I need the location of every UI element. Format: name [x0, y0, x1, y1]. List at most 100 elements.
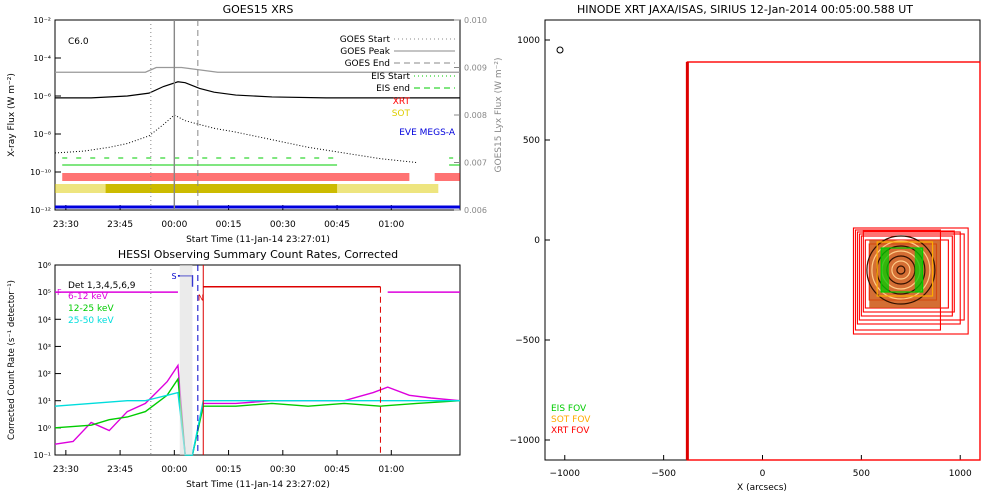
hinode-legend: EIS FOV SOT FOV XRT FOV: [551, 404, 591, 436]
goes-xtick-label: 00:00: [161, 220, 187, 230]
hinode-xtick-label: −500: [651, 469, 676, 479]
hessi-series-line-0: [54, 363, 461, 456]
hessi-xtick-label: 00:30: [270, 465, 296, 475]
hessi-xlabel: Start Time (11-Jan-14 23:27:02): [186, 480, 330, 490]
hessi-xtick-label: 01:00: [378, 465, 404, 475]
hinode-xtick-label: 1000: [949, 469, 972, 479]
hessi-panel: HESSI Observing Summary Count Rates, Cor…: [7, 248, 461, 490]
goes-y2tick-label: 0.006: [464, 206, 487, 215]
legend-sot: SOT: [392, 109, 411, 119]
hessi-ytick-label: 10⁶: [38, 261, 51, 270]
goes-y2label: GOES15 Lyx Flux (W m⁻²): [494, 58, 504, 173]
goes-ytick-label: 10⁻⁶: [33, 92, 51, 101]
legend-6-12: 6-12 keV: [68, 292, 109, 302]
hessi-ytick-label: 10²: [38, 370, 51, 379]
hessi-xtick-label: 00:00: [161, 465, 187, 475]
xrt-fov-box-0: [852, 227, 969, 335]
hessi-x-ticks: 23:30 23:45 00:00 00:15 00:30 00:45 01:00: [53, 450, 405, 475]
hessi-xtick-label: 23:30: [53, 465, 79, 475]
active-region-ring-1: [891, 260, 911, 280]
goes-y2tick-label: 0.007: [464, 159, 487, 168]
hessi-legend: Det 1,3,4,5,6,9 6-12 keV 12-25 keV 25-50…: [68, 281, 136, 326]
goes-xlabel: Start Time (11-Jan-14 23:27:01): [186, 235, 330, 245]
hinode-xtick-label: 500: [853, 469, 870, 479]
hinode-ytick-label: −500: [515, 336, 540, 346]
goes-ytick-label: 10⁻¹²: [30, 206, 51, 215]
legend-eis-start: EIS Start: [371, 72, 410, 82]
legend-25-50: 25-50 keV: [68, 316, 114, 326]
goes-ytick-label: 10⁻¹⁰: [30, 168, 51, 177]
hessi-plot-frame: [54, 264, 461, 456]
hessi-xtick-label: 00:45: [324, 465, 350, 475]
legend-eis-end: EIS end: [376, 84, 410, 94]
hessi-ylabel: Corrected Count Rate (s⁻¹ detector⁻¹): [7, 280, 17, 440]
hinode-title: HINODE XRT JAXA/ISAS, SIRIUS 12-Jan-2014…: [577, 3, 913, 16]
eis-fov-box: [880, 247, 924, 293]
legend-eis-fov: EIS FOV: [551, 404, 587, 414]
goes-ylabel: X-ray Flux (W m⁻²): [7, 73, 17, 157]
goes-flare-class: C6.0: [68, 37, 89, 47]
goes-xtick-label: 23:45: [107, 220, 133, 230]
xrt-bar-2: [434, 173, 460, 181]
legend-12-25: 12-25 keV: [68, 304, 114, 314]
hinode-ytick-label: 0: [534, 236, 540, 246]
solar-north-marker: [556, 46, 564, 54]
hessi-ytick-label: 10³: [38, 342, 51, 351]
goes-xtick-label: 00:45: [324, 220, 350, 230]
goes-x-ticks: 23:30 23:45 00:00 00:15 00:30 00:45 01:00: [53, 205, 405, 230]
goes-panel: GOES15 XRS X-ray Flux (W m⁻²) GOES15 Lyx…: [7, 3, 504, 245]
legend-sot-fov: SOT FOV: [551, 415, 591, 425]
hinode-ytick-label: 1000: [517, 36, 540, 46]
hessi-series-line-1: [54, 376, 461, 456]
xrt-fov-box-7: [862, 230, 955, 313]
goes-markers: [150, 20, 199, 210]
hinode-panel: HINODE XRT JAXA/ISAS, SIRIUS 12-Jan-2014…: [510, 3, 981, 493]
hessi-overlays: F S N: [55, 265, 460, 455]
hinode-xtick-label: −1000: [550, 469, 581, 479]
goes-title: GOES15 XRS: [223, 3, 294, 16]
hessi-y-ticks: 10⁻¹ 10⁰ 10¹ 10² 10³ 10⁴ 10⁵ 10⁶: [33, 261, 61, 460]
goes-ytick-label: 10⁻²: [33, 16, 51, 25]
goes-xtick-label: 00:15: [216, 220, 242, 230]
legend-det: Det 1,3,4,5,6,9: [68, 281, 136, 291]
active-region-ring-5: [871, 240, 931, 300]
eis-fov-right: [914, 248, 923, 292]
goes-y-ticks: 10⁻¹² 10⁻¹⁰ 10⁻⁸ 10⁻⁶ 10⁻⁴ 10⁻²: [30, 16, 61, 215]
hessi-flag-f: F: [57, 288, 62, 297]
legend-xrt: XRT: [393, 97, 411, 107]
hessi-ytick-label: 10¹: [38, 397, 51, 406]
hessi-flag-s: S: [171, 272, 176, 281]
xrt-fov-box-6: [858, 233, 965, 321]
hessi-ytick-label: 10⁴: [38, 315, 51, 324]
goes-short-line: [54, 114, 417, 163]
xrt-bar: [62, 173, 410, 181]
hessi-title: HESSI Observing Summary Count Rates, Cor…: [118, 248, 398, 261]
hessi-gap: [179, 265, 193, 455]
hessi-series: [54, 363, 461, 456]
hinode-ticks: −1000 −500 0 500 1000 −1000 −500 0 500 1000: [510, 36, 972, 479]
hinode-ytick-label: −1000: [510, 436, 541, 446]
legend-eve: EVE MEGS-A: [399, 128, 456, 138]
legend-xrt-fov: XRT FOV: [551, 426, 590, 436]
goes-y2-ticks: 0.006 0.007 0.008 0.009 0.010: [454, 16, 487, 215]
goes-y2tick-label: 0.009: [464, 64, 487, 73]
sot-bar-dense: [105, 184, 338, 193]
goes-ytick-label: 10⁻⁴: [33, 54, 51, 63]
goes-long-line: [55, 81, 460, 99]
goes-y2tick-label: 0.008: [464, 111, 487, 120]
hinode-xlabel: X (arcsecs): [737, 483, 787, 493]
goes-xtick-label: 01:00: [378, 220, 404, 230]
goes-legend: GOES Start GOES Peak GOES End EIS Start …: [340, 35, 456, 138]
legend-goes-start: GOES Start: [340, 35, 391, 45]
hessi-ytick-label: 10⁻¹: [33, 451, 51, 460]
eis-fov-left: [881, 248, 890, 292]
goes-ytick-label: 10⁻⁸: [33, 130, 51, 139]
goes-xtick-label: 00:30: [270, 220, 296, 230]
hinode-fov-boxes: [685, 61, 981, 461]
hessi-flag-n: N: [198, 294, 204, 303]
goes-y2tick-label: 0.010: [464, 16, 487, 25]
hinode-ytick-label: 500: [523, 136, 540, 146]
hessi-ytick-label: 10⁰: [38, 424, 51, 433]
legend-goes-peak: GOES Peak: [340, 47, 390, 57]
goes-observation-bars: [55, 157, 460, 209]
